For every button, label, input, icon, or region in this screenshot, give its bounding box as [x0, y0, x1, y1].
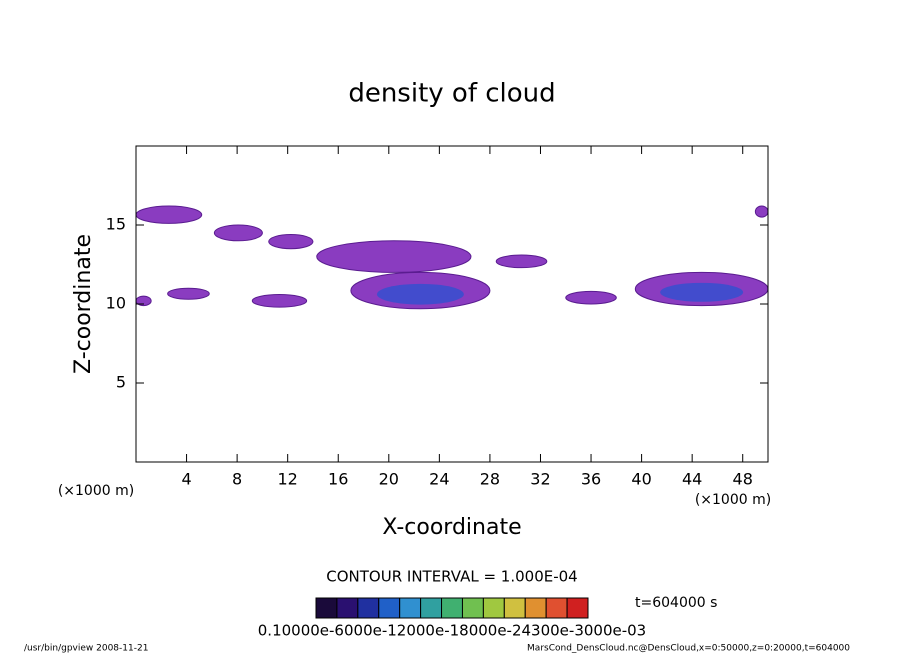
x-unit: (×1000 m) [58, 483, 134, 499]
y-tick-label: 10 [106, 294, 126, 313]
x-tick-label: 36 [581, 470, 601, 489]
cloud-region [565, 290, 617, 305]
x-tick-label: 20 [379, 470, 399, 489]
colorbar-cell [482, 597, 505, 619]
contour-field [135, 205, 769, 310]
cloud-region [495, 254, 548, 269]
contour-interval: CONTOUR INTERVAL = 1.000E-04 [326, 568, 577, 586]
x-unit: (×1000 m) [695, 492, 771, 508]
colorbar-cell [503, 597, 526, 619]
x-tick-label: 12 [278, 470, 298, 489]
cloud-region [251, 294, 308, 308]
colorbar [315, 597, 589, 619]
colorbar-cell [420, 597, 443, 619]
x-tick-label: 24 [429, 470, 449, 489]
colorbar-cell [566, 597, 589, 619]
x-tick-label: 28 [480, 470, 500, 489]
cloud-core [376, 283, 464, 305]
colorbar-cell [336, 597, 359, 619]
colorbar-cell [524, 597, 547, 619]
cloud-region [268, 233, 314, 250]
x-tick-label: 8 [232, 470, 242, 489]
colorbar-cell [315, 597, 338, 619]
cloud-region [167, 287, 210, 300]
y-tick-label: 5 [116, 373, 126, 392]
chart-title: density of cloud [348, 79, 555, 109]
cloud-region [213, 224, 263, 242]
x-tick-label: 16 [328, 470, 348, 489]
time-label: t=604000 s [635, 595, 717, 611]
cloud-region [316, 240, 472, 273]
colorbar-cell [357, 597, 380, 619]
x-tick-label: 4 [181, 470, 191, 489]
footer: /usr/bin/gpview 2008-11-21 [24, 644, 148, 654]
x-tick-label: 32 [530, 470, 550, 489]
y-tick-label: 15 [106, 215, 126, 234]
colorbar-cell [399, 597, 422, 619]
x-tick-label: 44 [682, 470, 702, 489]
y-axis-label: Z-coordinate [71, 234, 96, 374]
cloud-core [660, 282, 744, 302]
colorbar-cell [378, 597, 401, 619]
x-tick-label: 48 [733, 470, 753, 489]
x-tick-label: 40 [631, 470, 651, 489]
colorbar-cell [441, 597, 463, 619]
colorbar-cell [545, 597, 568, 619]
colorbar-labels: 0.10000e-6000e-12000e-18000e-24300e-3000… [258, 622, 646, 640]
cloud-region [135, 205, 203, 224]
cloud-region [754, 205, 769, 218]
footer: MarsCond_DensCloud.nc@DensCloud,x=0:5000… [527, 644, 850, 654]
x-axis-label: X-coordinate [382, 515, 521, 540]
colorbar-cell [461, 597, 484, 619]
